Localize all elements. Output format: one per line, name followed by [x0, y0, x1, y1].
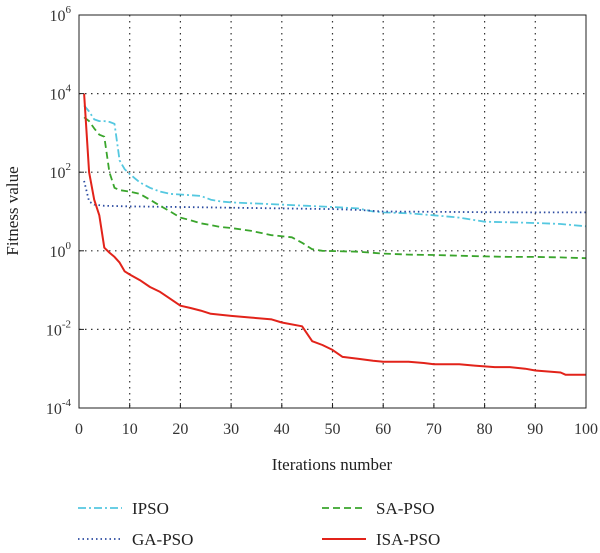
legend-label-sa-pso: SA-PSO — [376, 499, 435, 518]
axis-ticks: 0 10 20 30 40 50 60 70 80 90 100 10-4 10-2 100 102 104 1… — [46, 4, 598, 438]
x-tick-label: 60 — [375, 421, 391, 438]
x-tick-label: 20 — [172, 421, 188, 438]
x-tick-label: 0 — [75, 421, 83, 438]
series-line-ga-pso — [83, 180, 586, 214]
y-tick-label: 10-4 — [46, 397, 72, 418]
legend-label-isa-pso: ISA-PSO — [376, 530, 440, 549]
y-tick-label: 10-2 — [46, 318, 71, 339]
x-tick-label: 40 — [274, 421, 290, 438]
x-tick-label: 100 — [574, 421, 598, 438]
x-tick-label: 10 — [122, 421, 138, 438]
series-line-isa-pso — [83, 93, 586, 376]
x-tick-label: 50 — [325, 421, 341, 438]
legend: IPSO GA-PSO SA-PSO ISA-PSO — [78, 499, 440, 549]
legend-label-ga-pso: GA-PSO — [132, 530, 193, 549]
x-tick-label: 90 — [527, 421, 543, 438]
x-tick-label: 70 — [426, 421, 442, 438]
y-tick-label: 100 — [50, 240, 72, 261]
x-tick-label: 30 — [223, 421, 239, 438]
x-axis-label: Iterations number — [272, 455, 393, 474]
legend-label-ipso: IPSO — [132, 499, 169, 518]
x-tick-label: 80 — [477, 421, 493, 438]
series-line-sa-pso — [83, 116, 587, 260]
y-axis-label: Fitness value — [3, 166, 22, 255]
series-line-ipso — [83, 104, 587, 228]
y-tick-label: 106 — [50, 4, 72, 25]
series-lines — [83, 93, 587, 376]
y-tick-label: 104 — [50, 83, 72, 104]
y-tick-label: 102 — [50, 161, 72, 182]
